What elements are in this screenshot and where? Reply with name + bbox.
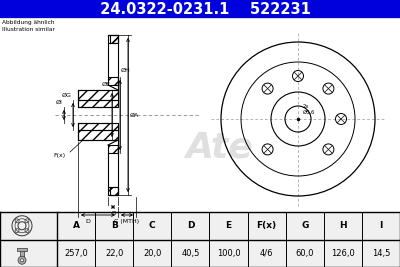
Text: 257,0: 257,0 bbox=[64, 249, 88, 258]
Text: ØG: ØG bbox=[62, 93, 72, 98]
Text: F(x): F(x) bbox=[256, 221, 277, 230]
Bar bbox=[108, 77, 118, 85]
Bar bbox=[108, 77, 118, 85]
Bar bbox=[110, 35, 118, 43]
Bar bbox=[108, 187, 118, 195]
Text: Ø6,6: Ø6,6 bbox=[303, 110, 315, 115]
Text: 126,0: 126,0 bbox=[331, 249, 355, 258]
Text: H: H bbox=[339, 221, 347, 230]
Text: A: A bbox=[72, 221, 80, 230]
Bar bbox=[20, 250, 24, 259]
Text: D: D bbox=[187, 221, 194, 230]
Text: B: B bbox=[111, 221, 118, 230]
Text: 24.0322-0231.1    522231: 24.0322-0231.1 522231 bbox=[90, 2, 310, 17]
Bar bbox=[0, 212, 400, 267]
Text: Illustration similar: Illustration similar bbox=[2, 27, 55, 32]
Bar bbox=[110, 187, 118, 195]
Bar bbox=[108, 187, 118, 195]
Bar bbox=[78, 123, 118, 130]
Text: B: B bbox=[111, 211, 115, 216]
Bar bbox=[78, 90, 118, 100]
Bar bbox=[78, 130, 118, 140]
Bar bbox=[78, 130, 118, 140]
Text: G: G bbox=[301, 221, 308, 230]
Text: 4/6: 4/6 bbox=[260, 249, 273, 258]
Text: 14,5: 14,5 bbox=[372, 249, 390, 258]
Text: E: E bbox=[226, 221, 232, 230]
Text: C (MTH): C (MTH) bbox=[114, 219, 140, 224]
Text: C: C bbox=[149, 221, 156, 230]
Bar bbox=[78, 90, 118, 100]
Text: 22,0: 22,0 bbox=[105, 249, 123, 258]
Text: 100,0: 100,0 bbox=[217, 249, 240, 258]
Text: ØH: ØH bbox=[121, 68, 131, 73]
Text: I: I bbox=[379, 221, 383, 230]
Text: ØA: ØA bbox=[130, 112, 139, 117]
Bar bbox=[108, 145, 118, 153]
Bar bbox=[108, 35, 118, 43]
Text: 60,0: 60,0 bbox=[296, 249, 314, 258]
Text: Abbildung ähnlich: Abbildung ähnlich bbox=[2, 20, 54, 25]
Circle shape bbox=[20, 259, 24, 262]
Bar bbox=[78, 100, 118, 107]
Text: 2x: 2x bbox=[303, 104, 310, 109]
Text: ØI: ØI bbox=[56, 100, 63, 105]
Bar bbox=[17, 248, 27, 251]
Bar bbox=[110, 35, 118, 43]
Bar bbox=[108, 35, 118, 43]
Text: ØE: ØE bbox=[102, 82, 111, 87]
Text: 20,0: 20,0 bbox=[143, 249, 162, 258]
Bar bbox=[108, 145, 118, 153]
Text: D: D bbox=[86, 219, 90, 224]
Bar bbox=[0, 18, 400, 212]
Text: 40,5: 40,5 bbox=[181, 249, 200, 258]
Bar bbox=[78, 100, 118, 107]
Bar bbox=[0, 0, 400, 18]
Bar bbox=[110, 187, 118, 195]
Bar bbox=[78, 123, 118, 130]
Circle shape bbox=[18, 256, 26, 264]
Text: F(x): F(x) bbox=[53, 152, 65, 158]
Text: Ate: Ate bbox=[185, 130, 253, 164]
